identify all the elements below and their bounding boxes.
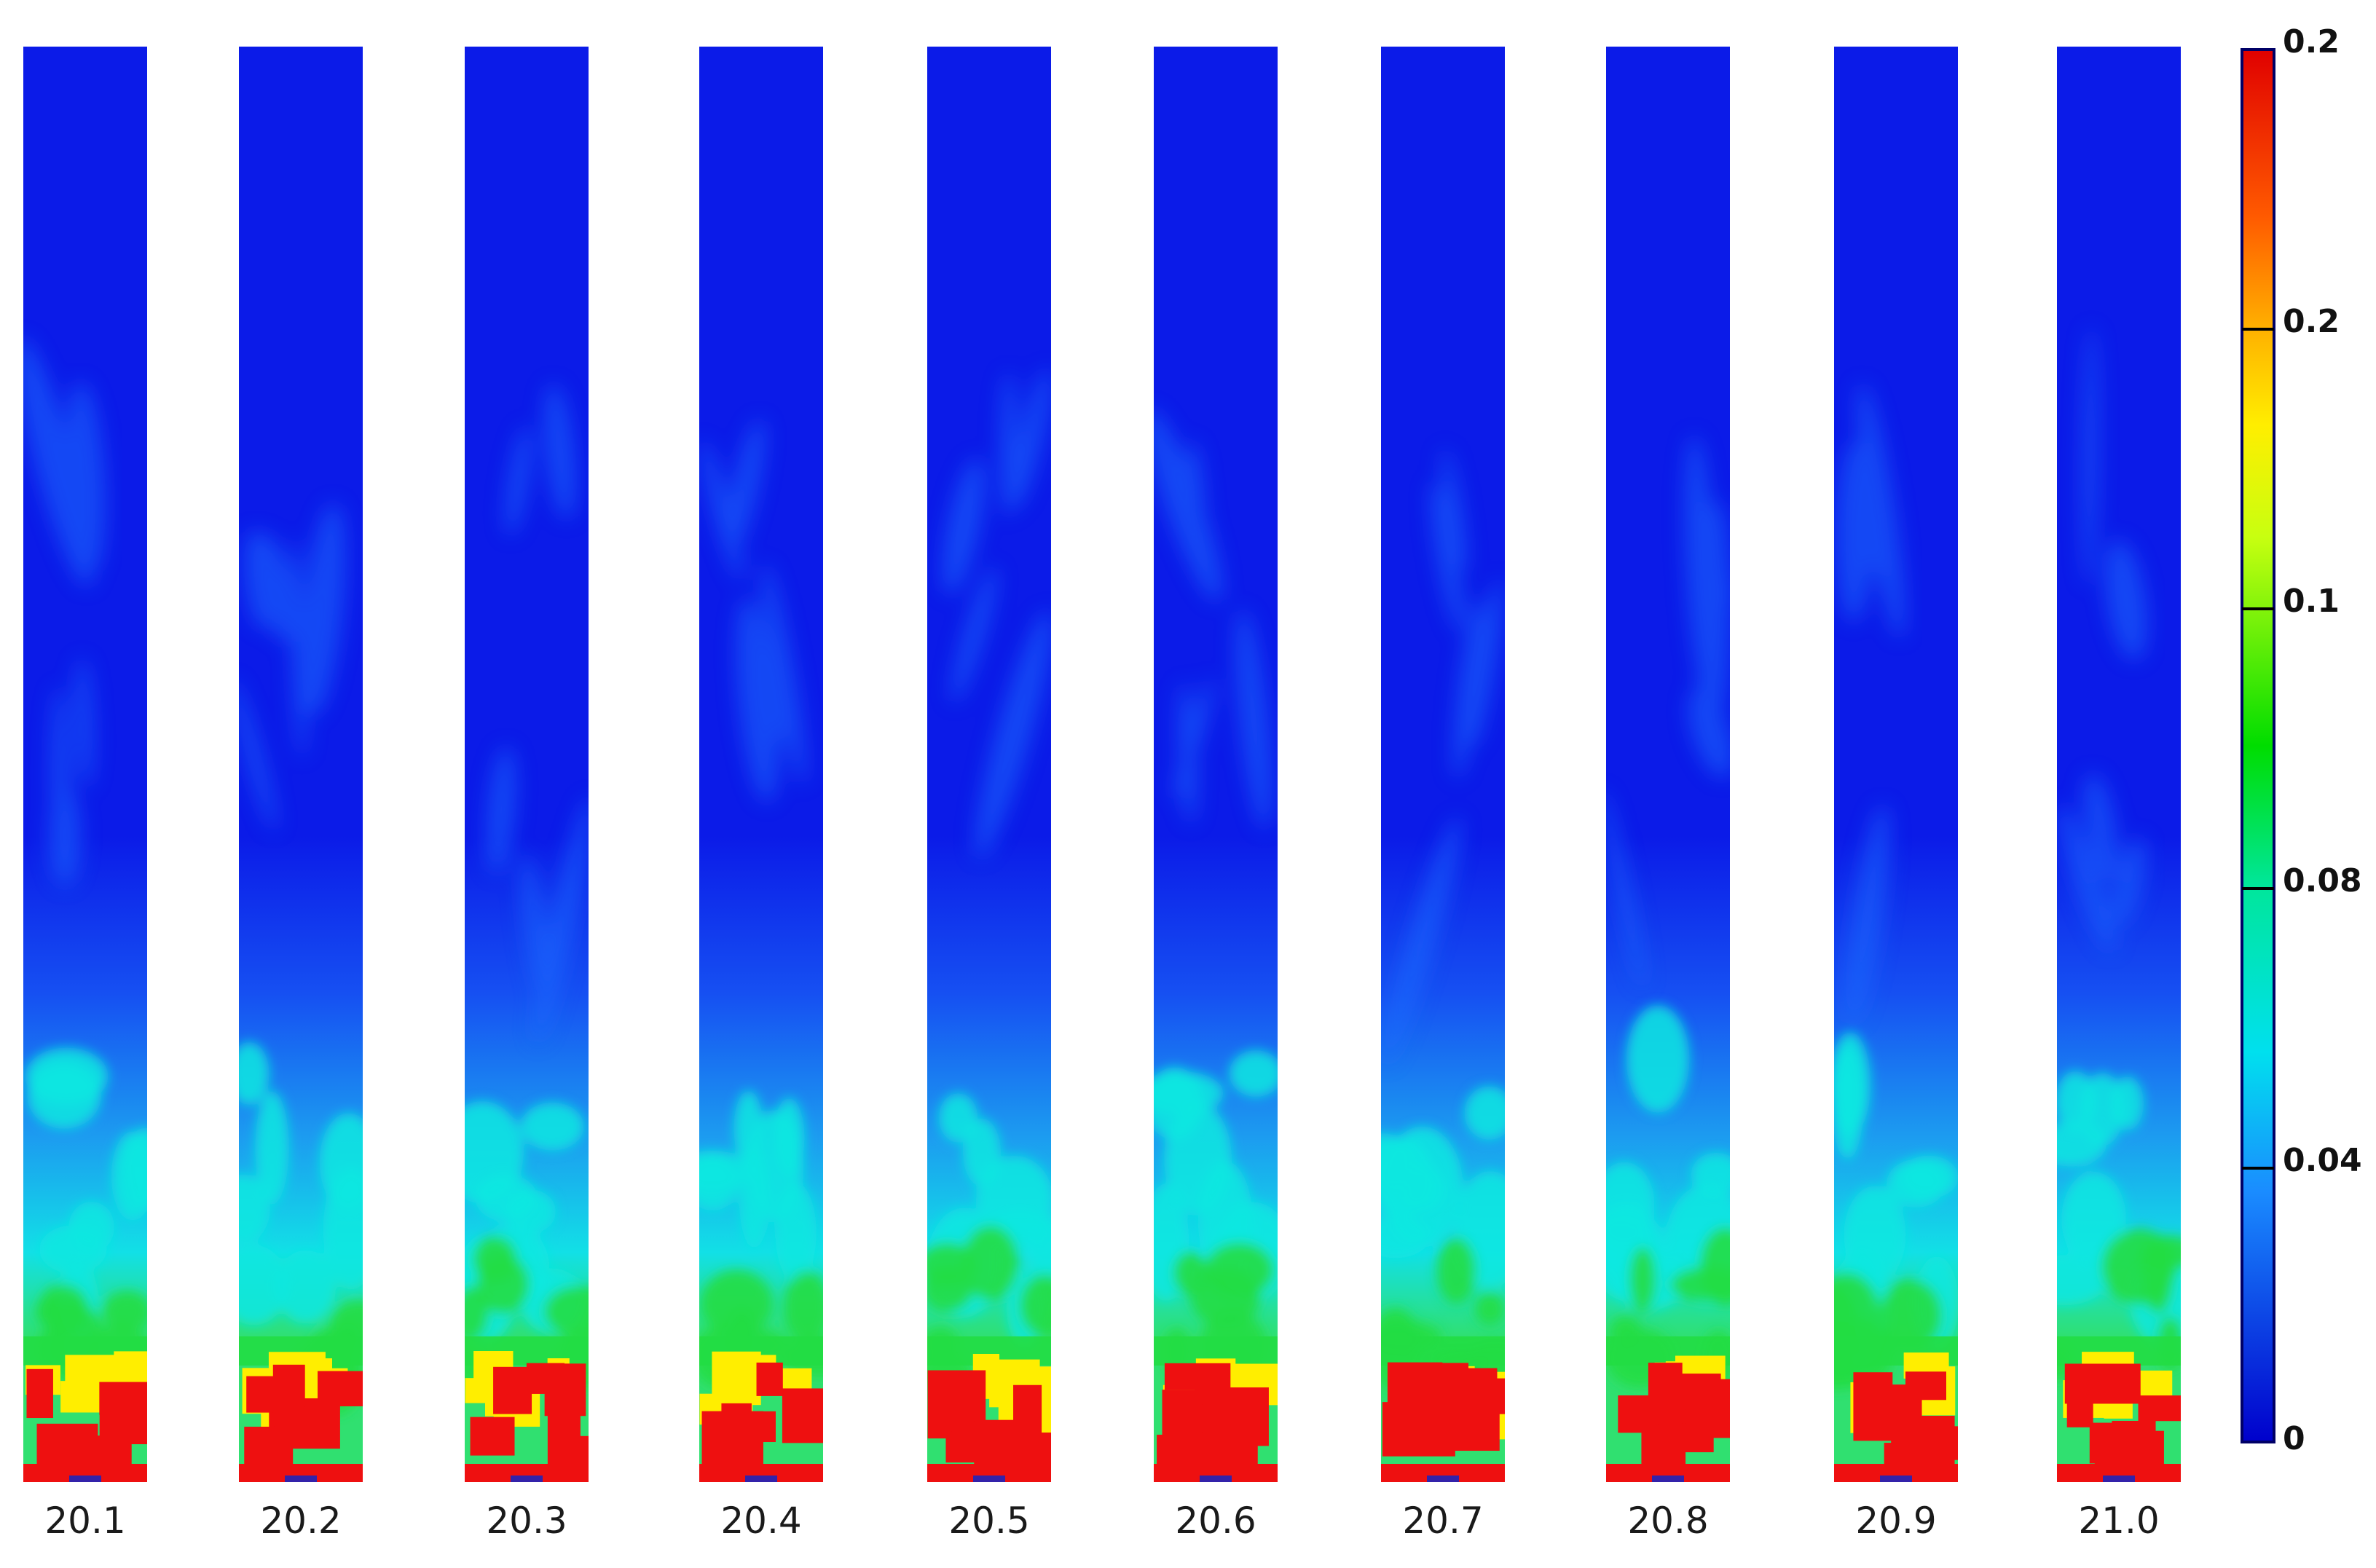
simulation-column [465, 47, 589, 1482]
colorbar-tick-label: 0.1 [2283, 583, 2340, 620]
time-label: 20.8 [1627, 1500, 1708, 1542]
time-label: 20.2 [260, 1500, 341, 1542]
time-labels: 20.1 20.2 20.3 20.4 20.5 20.6 20.7 20.8 20.9 21.0 [44, 1500, 2159, 1542]
colorbar-tick-label: 0 [2283, 1420, 2305, 1457]
colorbar-tick-label: 0.2 [2283, 23, 2340, 60]
simulation-columns [23, 47, 2181, 1482]
simulation-column [1606, 47, 1730, 1482]
simulation-column [239, 47, 363, 1482]
simulation-column [2057, 47, 2181, 1482]
simulation-column [1154, 47, 1278, 1482]
time-label: 20.1 [44, 1500, 125, 1542]
time-label: 21.0 [2078, 1500, 2159, 1542]
time-label: 20.5 [948, 1500, 1029, 1542]
simulation-column [927, 47, 1051, 1482]
colorbar-tick-label: 0.08 [2283, 862, 2362, 899]
time-label: 20.7 [1402, 1500, 1483, 1542]
simulation-column [1834, 47, 1958, 1482]
simulation-column [1381, 47, 1505, 1482]
colorbar: 0.2 0.2 0.1 0.08 0.04 0 [2241, 23, 2362, 1457]
time-label: 20.9 [1855, 1500, 1936, 1542]
time-label: 20.6 [1175, 1500, 1256, 1542]
colorbar-gradient [2241, 48, 2275, 1443]
time-label: 20.3 [486, 1500, 567, 1542]
colorbar-tick-label: 0.04 [2283, 1142, 2362, 1179]
colorbar-tick-label: 0.2 [2283, 303, 2340, 340]
simulation-column [23, 47, 147, 1482]
simulation-column [699, 47, 823, 1482]
time-label: 20.4 [720, 1500, 801, 1542]
